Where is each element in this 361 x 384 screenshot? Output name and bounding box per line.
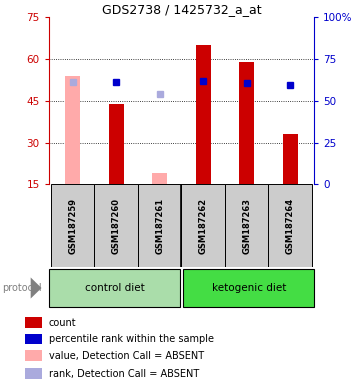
Bar [25, 334, 42, 344]
Text: protocol: protocol [2, 283, 42, 293]
Bar [152, 173, 167, 184]
Bar [95, 184, 138, 267]
Bar [51, 184, 95, 267]
Polygon shape [31, 277, 42, 299]
Bar [225, 184, 268, 267]
Text: control diet: control diet [85, 283, 145, 293]
Text: GSM187260: GSM187260 [112, 198, 121, 253]
Bar [239, 62, 254, 184]
Text: percentile rank within the sample: percentile rank within the sample [49, 334, 214, 344]
Bar [196, 45, 211, 184]
Title: GDS2738 / 1425732_a_at: GDS2738 / 1425732_a_at [101, 3, 261, 16]
Bar [109, 104, 124, 184]
Text: ketogenic diet: ketogenic diet [212, 283, 287, 293]
Text: GSM187262: GSM187262 [199, 197, 208, 254]
Bar [268, 184, 312, 267]
Bar [183, 269, 314, 307]
Bar [283, 134, 298, 184]
Text: count: count [49, 318, 77, 328]
Text: GSM187259: GSM187259 [68, 198, 77, 253]
Bar [49, 269, 180, 307]
Text: rank, Detection Call = ABSENT: rank, Detection Call = ABSENT [49, 369, 199, 379]
Text: GSM187264: GSM187264 [286, 197, 295, 254]
Text: value, Detection Call = ABSENT: value, Detection Call = ABSENT [49, 351, 204, 361]
Bar [25, 350, 42, 361]
Text: GSM187261: GSM187261 [155, 197, 164, 254]
Bar [65, 76, 80, 184]
Text: GSM187263: GSM187263 [242, 198, 251, 253]
Bar [25, 368, 42, 379]
Bar [182, 184, 225, 267]
Bar [138, 184, 182, 267]
Bar [25, 317, 42, 328]
